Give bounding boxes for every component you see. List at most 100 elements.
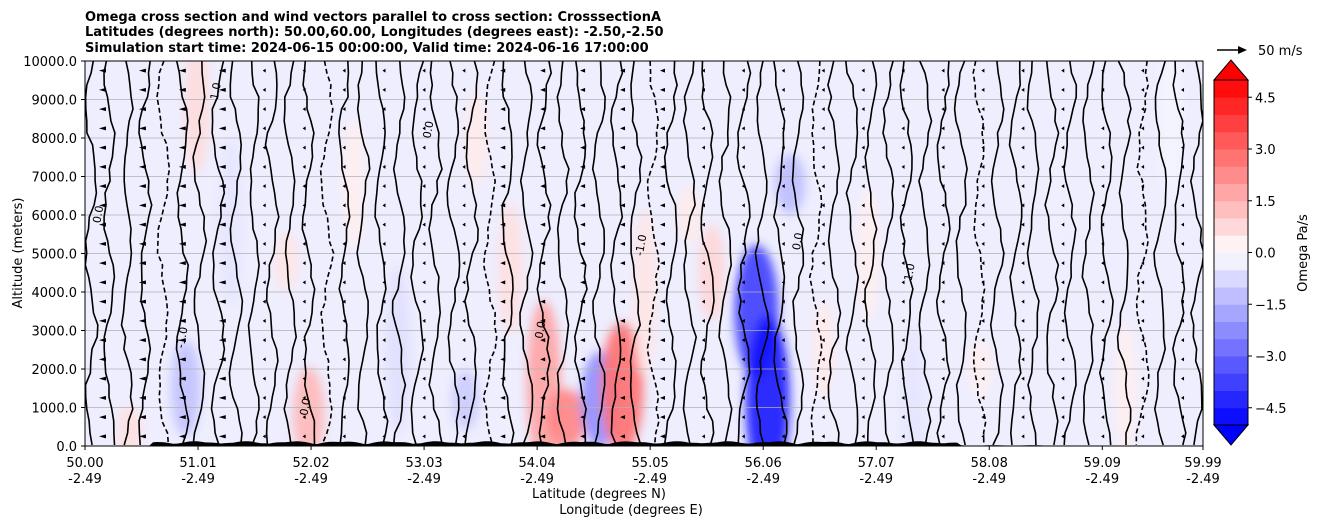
contour-line bbox=[629, 61, 643, 446]
contour-line bbox=[464, 61, 479, 446]
wind-vector bbox=[620, 376, 626, 381]
wind-vector bbox=[1061, 261, 1065, 266]
wind-vector bbox=[901, 299, 905, 304]
wind-vector bbox=[620, 164, 626, 169]
wind-vector bbox=[262, 107, 266, 112]
omega-region bbox=[170, 340, 201, 437]
wind-vector bbox=[861, 338, 865, 343]
wind-vector bbox=[741, 164, 745, 169]
contour-line bbox=[1081, 61, 1095, 446]
contour-line bbox=[85, 61, 99, 446]
wind-vector bbox=[302, 87, 306, 92]
x-tick-label-latitude: 56.06 bbox=[745, 456, 782, 471]
contour-line bbox=[228, 61, 244, 446]
wind-vector bbox=[462, 261, 466, 266]
contour-line bbox=[646, 61, 661, 446]
wind-vector bbox=[620, 241, 626, 246]
wind-vector bbox=[659, 87, 665, 92]
wind-vector bbox=[540, 184, 546, 189]
wind-vector bbox=[1061, 184, 1065, 189]
wind-vector bbox=[741, 241, 745, 246]
wind-vector bbox=[1181, 357, 1185, 362]
wind-vector bbox=[781, 203, 785, 208]
wind-vector bbox=[741, 203, 745, 208]
wind-vector bbox=[659, 357, 665, 362]
wind-vector bbox=[1021, 299, 1025, 304]
wind-vector bbox=[861, 395, 865, 400]
wind-vector bbox=[821, 126, 825, 131]
wind-vector bbox=[382, 280, 386, 285]
wind-vector bbox=[741, 68, 745, 73]
wind-vector bbox=[701, 126, 705, 131]
wind-vector bbox=[781, 184, 785, 189]
wind-vector bbox=[1141, 357, 1145, 362]
contour-label: -1.0 bbox=[174, 326, 191, 349]
wind-vector bbox=[1061, 357, 1065, 362]
wind-vector bbox=[781, 395, 785, 400]
wind-vector bbox=[1021, 280, 1025, 285]
wind-vector bbox=[981, 68, 985, 73]
contour-line bbox=[699, 61, 715, 446]
quiver-key-label: 50 m/s bbox=[1258, 44, 1303, 59]
y-tick-label: 8000.0 bbox=[32, 132, 78, 147]
wind-vector bbox=[1181, 68, 1185, 73]
contour-line bbox=[536, 61, 553, 446]
wind-vector bbox=[901, 107, 905, 112]
wind-vector bbox=[98, 222, 106, 227]
contour-line bbox=[319, 61, 335, 446]
wind-vector bbox=[262, 395, 266, 400]
wind-vector bbox=[701, 241, 705, 246]
wind-vector bbox=[1101, 145, 1105, 150]
wind-vector bbox=[218, 338, 226, 343]
wind-vector bbox=[941, 126, 945, 131]
wind-vector bbox=[1101, 299, 1105, 304]
contour-line bbox=[192, 61, 208, 446]
contour-line bbox=[1116, 61, 1132, 445]
wind-vector bbox=[178, 107, 186, 112]
wind-vector bbox=[98, 164, 106, 169]
wind-vector bbox=[821, 87, 825, 92]
wind-vector bbox=[941, 280, 945, 285]
contour-line bbox=[610, 61, 624, 446]
wind-vector bbox=[1101, 126, 1105, 131]
colorbar-band bbox=[1214, 97, 1248, 115]
wind-vector bbox=[901, 222, 905, 227]
wind-vector bbox=[821, 338, 825, 343]
contour-line bbox=[1026, 61, 1040, 446]
wind-vector bbox=[981, 415, 985, 420]
title-line-2: Latitudes (degrees north): 50.00,60.00, … bbox=[85, 25, 664, 40]
contour-line bbox=[808, 61, 823, 446]
wind-vector bbox=[861, 434, 865, 439]
wind-vector bbox=[741, 415, 745, 420]
y-tick-label: 6000.0 bbox=[32, 209, 78, 224]
wind-vector bbox=[382, 164, 386, 169]
wind-vector bbox=[500, 434, 506, 439]
wind-vector bbox=[342, 184, 346, 189]
contour-label: 0.0 bbox=[421, 120, 437, 139]
wind-vector bbox=[981, 184, 985, 189]
wind-vector bbox=[1021, 338, 1025, 343]
wind-vector bbox=[500, 126, 506, 131]
omega-region bbox=[342, 118, 365, 251]
wind-vector bbox=[580, 299, 586, 304]
wind-vector bbox=[1021, 357, 1025, 362]
wind-vector bbox=[741, 126, 745, 131]
wind-vector bbox=[262, 203, 266, 208]
wind-vector bbox=[500, 376, 506, 381]
wind-vector bbox=[262, 222, 266, 227]
wind-vector bbox=[821, 395, 825, 400]
wind-vector bbox=[462, 107, 466, 112]
wind-vector bbox=[342, 126, 346, 131]
wind-vector bbox=[382, 318, 386, 323]
wind-vector bbox=[981, 434, 985, 439]
contour-line bbox=[501, 61, 515, 446]
wind-vector bbox=[98, 241, 106, 246]
wind-vector bbox=[178, 203, 186, 208]
title-line-3: Simulation start time: 2024-06-15 00:00:… bbox=[85, 41, 649, 56]
contour-line bbox=[827, 61, 842, 446]
wind-vector bbox=[659, 299, 665, 304]
colorbar-band bbox=[1214, 407, 1248, 426]
wind-vector bbox=[981, 107, 985, 112]
y-tick-label: 1000.0 bbox=[32, 402, 78, 417]
y-tick-label: 3000.0 bbox=[32, 325, 78, 340]
